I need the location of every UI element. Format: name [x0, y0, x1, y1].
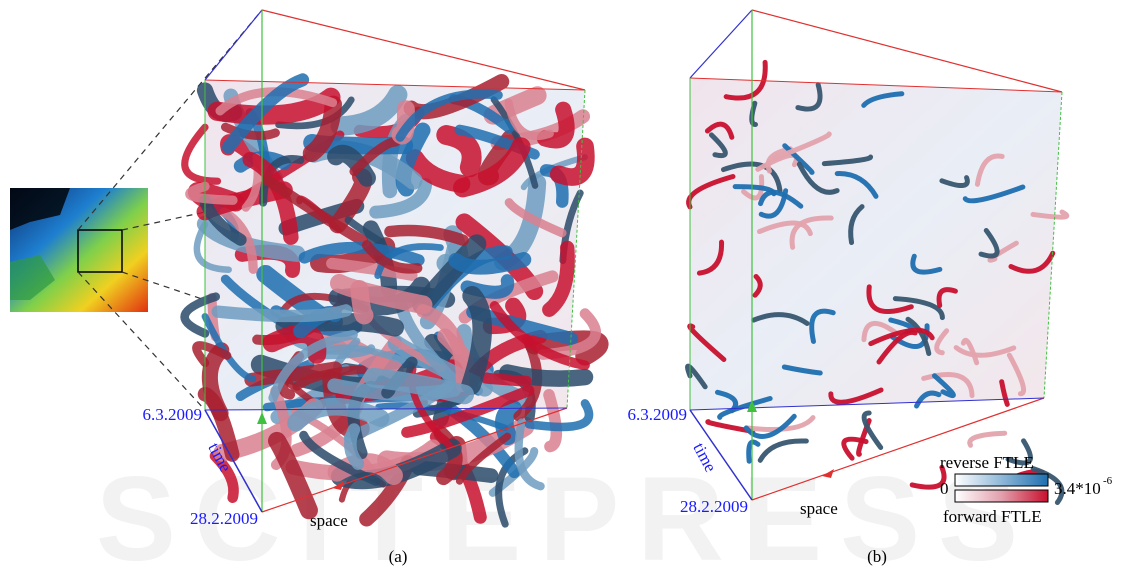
legend-bar-reverse	[955, 474, 1048, 486]
time-start-label: 28.2.2009	[680, 497, 748, 516]
panel-label: (b)	[867, 547, 887, 566]
box-edge	[262, 10, 585, 90]
legend-max: 3.4*10	[1054, 479, 1101, 498]
legend-min: 0	[940, 479, 949, 498]
space-axis-label: space	[310, 511, 348, 530]
space-axis-label: space	[800, 499, 838, 518]
time-start-label: 28.2.2009	[190, 509, 258, 528]
legend-bar-forward	[955, 490, 1048, 502]
time-arrow	[257, 412, 267, 424]
streamline	[471, 296, 482, 385]
panel-label: (a)	[389, 547, 408, 566]
box-edge	[752, 10, 1062, 92]
streamline	[218, 310, 346, 316]
streamline	[504, 409, 512, 436]
time-end-label: 6.3.2009	[143, 405, 203, 424]
legend-title: forward FTLE	[943, 507, 1042, 526]
figure: SCITEPRESS 6.3.2009time28.2.2009space(a)…	[0, 0, 1132, 570]
streamline	[456, 260, 524, 268]
streamline	[549, 395, 556, 447]
legend-title: reverse FTLE	[940, 453, 1034, 472]
box-edge	[205, 10, 262, 80]
box-edge	[690, 10, 752, 78]
page: SCITEPRESS 6.3.2009time28.2.2009space(a)…	[0, 0, 1132, 570]
back-face	[690, 78, 1062, 410]
streamline	[486, 378, 527, 381]
time-end-label: 6.3.2009	[628, 405, 688, 424]
streamline	[970, 433, 1005, 445]
legend-max-exponent: -6	[1103, 475, 1113, 487]
